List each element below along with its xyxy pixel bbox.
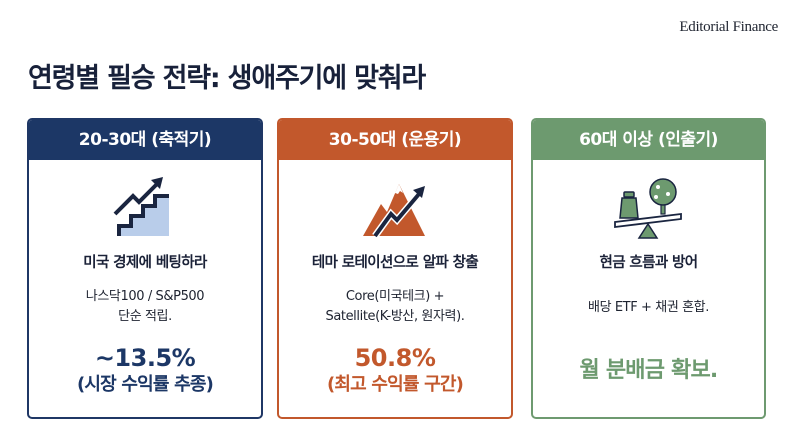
card-headline: 현금 흐름과 방어 bbox=[599, 255, 698, 271]
card-header: 30-50대 (운용기) bbox=[279, 120, 511, 160]
card-management: 30-50대 (운용기) 테마 로테이션으로 알파 창출 Core(미국테크) … bbox=[277, 118, 513, 419]
stairs-growth-icon bbox=[113, 177, 169, 236]
card-withdrawal: 60대 이상 (인출기) 현금 흐름과 방어 배당 ETF + 채권 혼합. 월… bbox=[531, 118, 766, 419]
card-description: Core(미국테크) + Satellite(K-방산, 원자력). bbox=[325, 289, 465, 324]
card-stat-sub: (최고 수익률 구간) bbox=[326, 374, 464, 395]
card-headline: 미국 경제에 베팅하라 bbox=[83, 255, 207, 271]
card-header: 60대 이상 (인출기) bbox=[533, 120, 764, 160]
card-header: 20-30대 (축적기) bbox=[29, 120, 261, 160]
card-description: 배당 ETF + 채권 혼합. bbox=[588, 300, 709, 315]
card-accumulation: 20-30대 (축적기) 미국 경제에 베팅하라 나스닥100 / S&P500… bbox=[27, 118, 263, 419]
page-title: 연령별 필승 전략: 생애주기에 맞춰라 bbox=[28, 63, 426, 94]
card-description: 나스닥100 / S&P500 단순 적립. bbox=[85, 289, 205, 324]
mountain-arrow-icon bbox=[363, 184, 425, 239]
card-stat: 50.8% bbox=[354, 344, 436, 372]
balance-scale-tree-icon bbox=[613, 178, 682, 239]
card-stat-sub: (시장 수익률 추종) bbox=[76, 374, 214, 395]
card-headline: 테마 로테이션으로 알파 창출 bbox=[311, 255, 479, 271]
card-stat: 월 분배금 확보. bbox=[579, 358, 719, 383]
card-stat: ~13.5% bbox=[94, 344, 196, 372]
brand-logo: Editorial Finance bbox=[679, 19, 778, 35]
